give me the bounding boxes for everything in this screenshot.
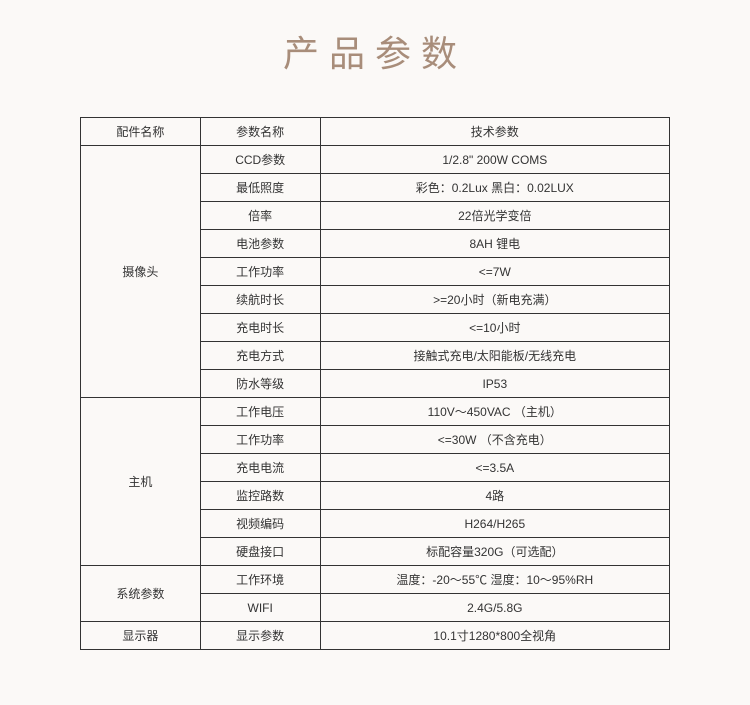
param-cell: 最低照度 — [200, 174, 320, 202]
param-cell: 工作功率 — [200, 426, 320, 454]
param-cell: 工作电压 — [200, 398, 320, 426]
value-cell: 2.4G/5.8G — [320, 594, 669, 622]
group-cell: 系统参数 — [81, 566, 201, 622]
value-cell: 彩色：0.2Lux 黑白：0.02LUX — [320, 174, 669, 202]
group-cell: 摄像头 — [81, 146, 201, 398]
value-cell: 标配容量320G（可选配） — [320, 538, 669, 566]
group-cell: 显示器 — [81, 622, 201, 650]
value-cell: <=10小时 — [320, 314, 669, 342]
value-cell: 接触式充电/太阳能板/无线充电 — [320, 342, 669, 370]
param-cell: 监控路数 — [200, 482, 320, 510]
param-cell: WIFI — [200, 594, 320, 622]
table-row: 系统参数工作环境温度：-20～55℃ 湿度：10～95%RH — [81, 566, 670, 594]
table-row: 摄像头CCD参数1/2.8" 200W COMS — [81, 146, 670, 174]
param-cell: 充电方式 — [200, 342, 320, 370]
param-cell: 视频编码 — [200, 510, 320, 538]
param-cell: 电池参数 — [200, 230, 320, 258]
param-cell: 显示参数 — [200, 622, 320, 650]
page-title: 产品参数 — [0, 25, 750, 77]
param-cell: 续航时长 — [200, 286, 320, 314]
value-cell: IP53 — [320, 370, 669, 398]
table-header-cell: 配件名称 — [81, 118, 201, 146]
table-row: 显示器显示参数10.1寸1280*800全视角 — [81, 622, 670, 650]
table-row: 主机工作电压110V～450VAC （主机） — [81, 398, 670, 426]
param-cell: 工作功率 — [200, 258, 320, 286]
value-cell: 110V～450VAC （主机） — [320, 398, 669, 426]
value-cell: 10.1寸1280*800全视角 — [320, 622, 669, 650]
value-cell: <=7W — [320, 258, 669, 286]
value-cell: 温度：-20～55℃ 湿度：10～95%RH — [320, 566, 669, 594]
value-cell: 4路 — [320, 482, 669, 510]
value-cell: >=20小时（新电充满） — [320, 286, 669, 314]
param-cell: 倍率 — [200, 202, 320, 230]
group-cell: 主机 — [81, 398, 201, 566]
table-header-row: 配件名称参数名称技术参数 — [81, 118, 670, 146]
value-cell: 22倍光学变倍 — [320, 202, 669, 230]
param-cell: 充电时长 — [200, 314, 320, 342]
param-cell: 工作环境 — [200, 566, 320, 594]
param-cell: CCD参数 — [200, 146, 320, 174]
value-cell: 8AH 锂电 — [320, 230, 669, 258]
table-header-cell: 技术参数 — [320, 118, 669, 146]
spec-table-container: 配件名称参数名称技术参数摄像头CCD参数1/2.8" 200W COMS最低照度… — [80, 117, 670, 650]
table-header-cell: 参数名称 — [200, 118, 320, 146]
value-cell: 1/2.8" 200W COMS — [320, 146, 669, 174]
spec-table: 配件名称参数名称技术参数摄像头CCD参数1/2.8" 200W COMS最低照度… — [80, 117, 670, 650]
value-cell: <=3.5A — [320, 454, 669, 482]
param-cell: 硬盘接口 — [200, 538, 320, 566]
param-cell: 防水等级 — [200, 370, 320, 398]
value-cell: H264/H265 — [320, 510, 669, 538]
value-cell: <=30W （不含充电） — [320, 426, 669, 454]
param-cell: 充电电流 — [200, 454, 320, 482]
